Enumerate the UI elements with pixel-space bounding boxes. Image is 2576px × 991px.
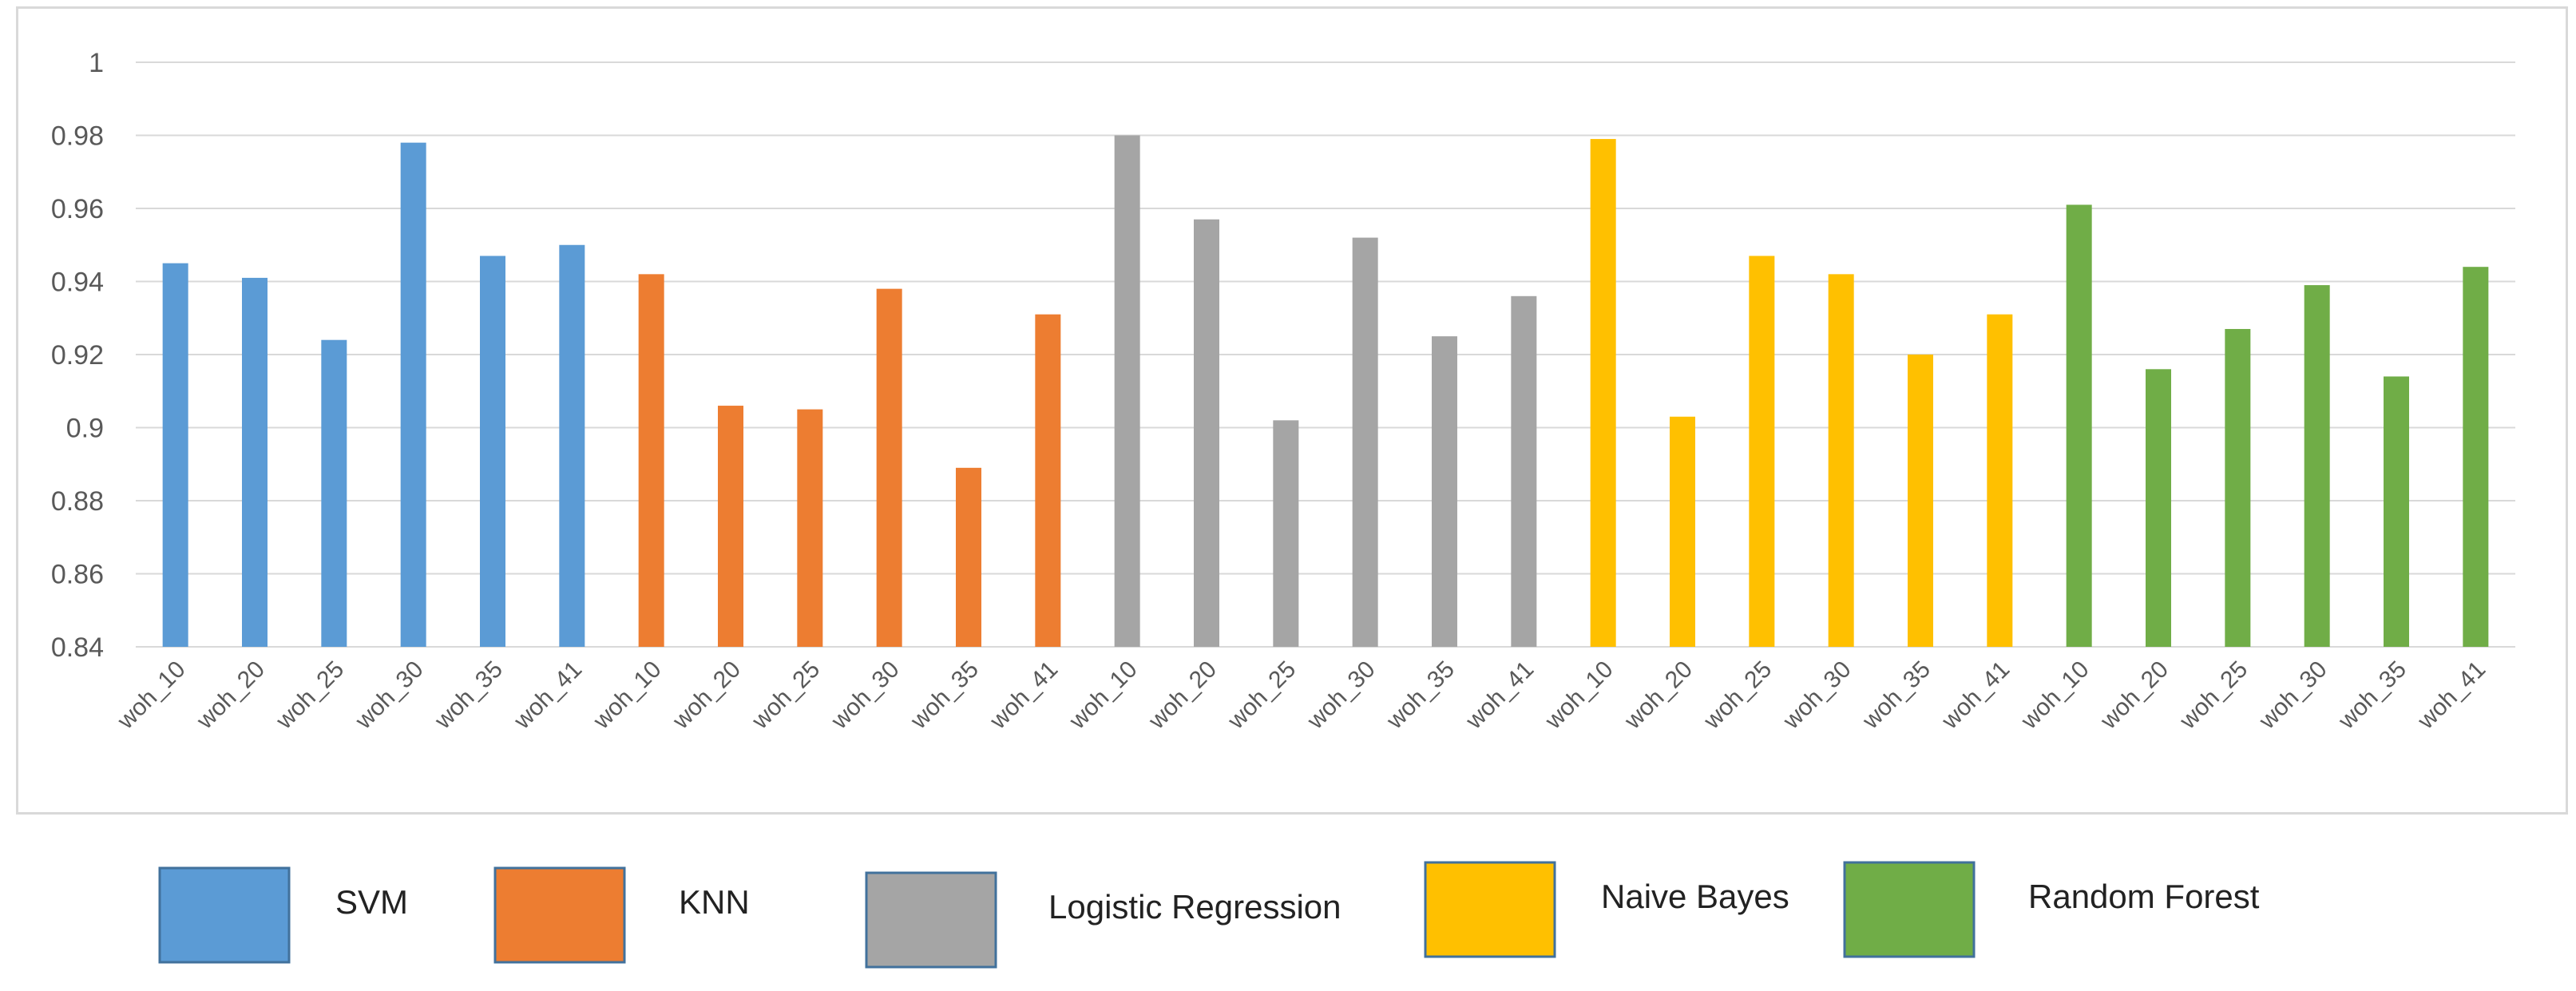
x-tick-label: woh_35 (1857, 656, 1936, 735)
bar (1908, 355, 1933, 647)
bar (2304, 285, 2330, 647)
bar (1511, 295, 1537, 647)
x-tick-label: woh_25 (747, 656, 825, 735)
bar (1194, 219, 1219, 648)
chart-area (16, 6, 2568, 815)
x-tick-label: woh_41 (509, 656, 587, 735)
bar (400, 142, 426, 647)
x-tick-label: woh_10 (588, 656, 666, 735)
x-tick-label: woh_20 (192, 656, 270, 735)
legend-swatch (1843, 861, 1976, 958)
bar (321, 339, 347, 647)
bar (718, 406, 743, 647)
legend-swatch (865, 871, 997, 969)
legend-label: SVM (335, 883, 408, 921)
bar (1670, 416, 1695, 647)
x-tick-label: woh_20 (1143, 656, 1222, 735)
x-tick-label: woh_35 (2333, 656, 2412, 735)
legend-item: KNN (493, 866, 750, 964)
y-tick-label: 0.86 (51, 560, 104, 590)
bar (797, 409, 823, 647)
bar (480, 256, 505, 647)
legend-item: Logistic Regression (865, 871, 1342, 969)
x-tick-label: woh_30 (1302, 656, 1380, 735)
bar (2066, 204, 2092, 647)
bar (1590, 139, 1616, 647)
bar (2225, 328, 2251, 647)
bar (2463, 267, 2489, 647)
legend-label: Naive Bayes (1601, 878, 1789, 915)
bar (1432, 336, 1457, 647)
bar (1828, 274, 1854, 647)
gridlines (136, 61, 2515, 648)
x-tick-label: woh_41 (1460, 656, 1539, 735)
y-tick-label: 0.84 (51, 632, 104, 663)
legend-item: SVM (158, 866, 408, 964)
y-tick-label: 1 (89, 48, 104, 78)
x-tick-label: woh_10 (1064, 656, 1142, 735)
bar (1352, 237, 1378, 648)
bar (2384, 376, 2409, 647)
x-tick-label: woh_20 (2095, 656, 2174, 735)
x-tick-label: woh_25 (1223, 656, 1301, 735)
legend-swatch (493, 866, 626, 964)
x-tick-label: woh_30 (826, 656, 904, 735)
x-tick-label: woh_25 (2174, 656, 2253, 735)
x-tick-label: woh_10 (112, 656, 190, 735)
bar (1987, 314, 2013, 647)
bar (638, 274, 664, 647)
bar (242, 277, 268, 647)
y-tick-label: 0.94 (51, 268, 104, 298)
bar (162, 263, 188, 647)
legend-item: Naive Bayes (1424, 861, 1789, 958)
x-tick-label: woh_41 (2412, 656, 2491, 735)
x-tick-label: woh_35 (906, 656, 984, 735)
x-tick-label: woh_41 (985, 656, 1063, 735)
bar (1273, 420, 1299, 647)
legend-label: Logistic Regression (1048, 888, 1342, 926)
y-tick-label: 0.96 (51, 194, 104, 224)
legend-label: KNN (679, 883, 750, 921)
bar (876, 288, 902, 647)
y-axis-tick-labels: 0.84 0.86 0.88 0.9 0.92 0.94 0.96 0.98 1 (51, 48, 104, 663)
bars (162, 135, 2489, 648)
y-tick-label: 0.92 (51, 340, 104, 371)
x-tick-label: woh_10 (1540, 656, 1618, 735)
x-tick-label: woh_25 (271, 656, 349, 735)
x-tick-label: woh_30 (1777, 656, 1856, 735)
bar (1035, 314, 1061, 647)
x-tick-label: woh_20 (1619, 656, 1698, 735)
bar (559, 244, 585, 647)
x-tick-label: woh_20 (668, 656, 746, 735)
legend-swatch (158, 866, 291, 964)
legend-item: Random Forest (1843, 861, 2260, 958)
legend-label: Random Forest (2028, 878, 2260, 915)
y-tick-label: 0.9 (66, 414, 104, 444)
legend: SVM KNN Logistic Regression Naive Bayes Rand… (158, 861, 2260, 969)
y-tick-label: 0.88 (51, 486, 104, 517)
x-tick-label: woh_35 (1381, 656, 1460, 735)
x-tick-label: woh_25 (1698, 656, 1777, 735)
x-tick-label: woh_10 (2015, 656, 2094, 735)
bar (1114, 135, 1140, 647)
bar (2146, 369, 2171, 647)
y-tick-label: 0.98 (51, 121, 104, 152)
x-tick-label: woh_30 (350, 656, 428, 735)
bar (1749, 256, 1775, 647)
x-tick-label: woh_41 (1936, 656, 2015, 735)
x-axis-tick-labels: woh_10 woh_20 woh_25 woh_30 woh_35 woh_41 woh_… (112, 656, 2491, 735)
bar (956, 467, 981, 647)
x-tick-label: woh_35 (430, 656, 508, 735)
legend-swatch (1424, 861, 1556, 958)
x-tick-label: woh_30 (2253, 656, 2332, 735)
